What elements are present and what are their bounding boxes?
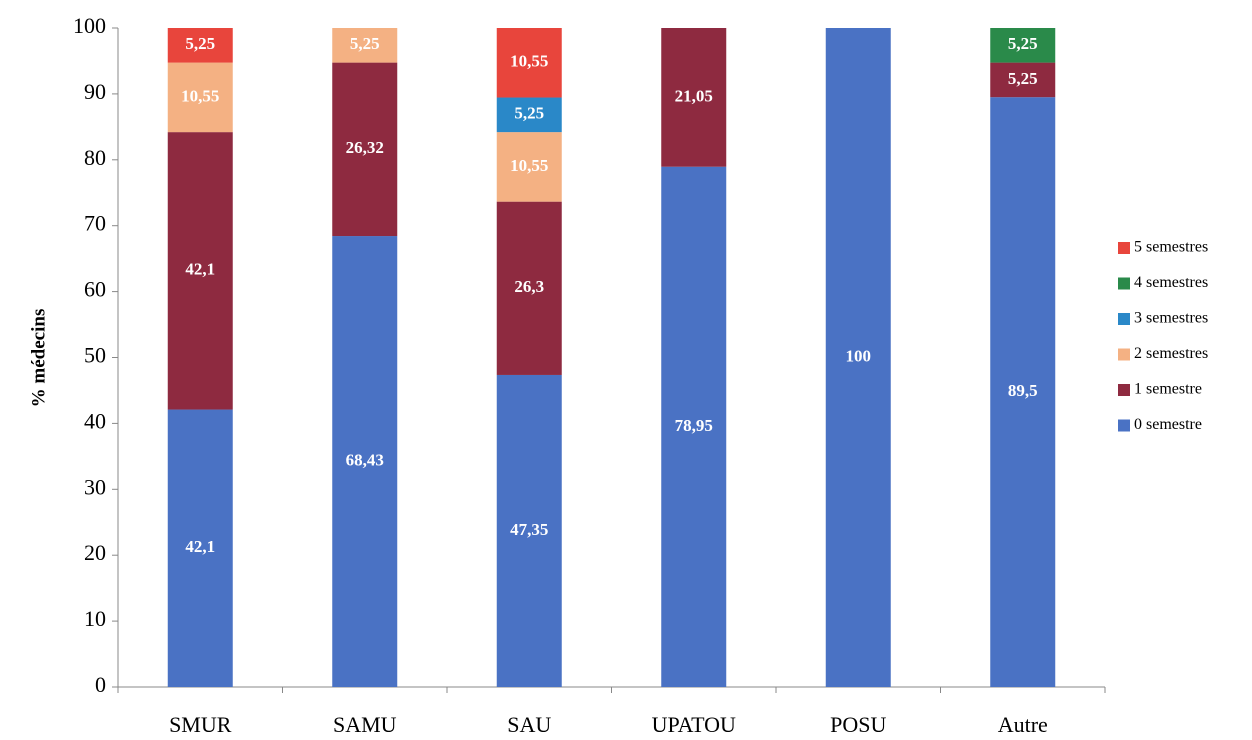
bar-segment — [167, 28, 233, 63]
bar-segment — [990, 62, 1056, 98]
bar-segment — [661, 166, 727, 688]
bar-segment — [332, 28, 398, 63]
data-label: 68,43 — [346, 450, 384, 469]
legend-swatch — [1118, 348, 1130, 361]
data-label: 5,25 — [1008, 34, 1038, 53]
y-tick-label: 20 — [84, 540, 106, 565]
data-label: 47,35 — [510, 520, 548, 539]
bar-segment — [990, 28, 1056, 63]
bar-segment — [496, 132, 562, 202]
data-label: 89,5 — [1008, 381, 1038, 400]
bar-segment — [496, 97, 562, 133]
y-tick-label: 90 — [84, 79, 106, 104]
bar-segment — [167, 62, 233, 133]
bar-segment — [661, 28, 727, 167]
bar-segment — [825, 28, 891, 687]
legend-swatch — [1118, 384, 1130, 396]
y-tick-label: 50 — [84, 343, 106, 368]
legend-swatch — [1118, 419, 1130, 432]
y-tick-label: 0 — [95, 672, 106, 697]
legend-label: 2 semestres — [1134, 345, 1208, 362]
bar-segment — [332, 236, 398, 687]
legend-label: 1 semestre — [1134, 381, 1202, 398]
data-label: 10,55 — [181, 86, 219, 105]
data-label: 5,25 — [185, 34, 215, 53]
legend-swatch — [1118, 242, 1130, 254]
y-tick-label: 40 — [84, 408, 106, 433]
bar-segment — [990, 97, 1056, 687]
data-label: 5,25 — [1008, 69, 1038, 88]
x-tick-label: SMUR — [169, 712, 232, 737]
x-tick-label: POSU — [830, 712, 886, 737]
legend-swatch — [1118, 277, 1130, 290]
data-label: 42,1 — [185, 537, 215, 556]
y-axis-label: % médecins — [28, 309, 49, 408]
x-tick-label: SAU — [507, 712, 551, 737]
data-label: 26,32 — [346, 138, 384, 157]
legend-label: 0 semestre — [1134, 416, 1202, 433]
x-tick-label: SAMU — [333, 712, 397, 737]
legend-label: 4 semestres — [1134, 274, 1208, 291]
bar-segment — [332, 62, 398, 237]
bar-segment — [167, 132, 233, 410]
y-tick-label: 60 — [84, 277, 106, 302]
data-label: 10,55 — [510, 52, 548, 71]
y-tick-label: 80 — [84, 145, 106, 170]
data-label: 10,55 — [510, 156, 548, 175]
data-label: 78,95 — [675, 416, 713, 435]
y-tick-label: 70 — [84, 211, 106, 236]
y-tick-label: 30 — [84, 474, 106, 499]
legend-label: 5 semestres — [1134, 239, 1208, 256]
data-label: 26,3 — [514, 277, 544, 296]
data-label: 5,25 — [514, 104, 544, 123]
bar-segment — [496, 28, 562, 98]
bar-segment — [496, 201, 562, 375]
x-tick-label: UPATOU — [652, 712, 736, 737]
y-tick-label: 10 — [84, 606, 106, 631]
data-label: 5,25 — [350, 34, 380, 53]
bar-segment — [167, 409, 233, 687]
bar-segment — [496, 374, 562, 687]
data-label: 21,05 — [675, 86, 713, 105]
data-label: 100 — [846, 346, 872, 365]
legend-swatch — [1118, 313, 1130, 325]
y-tick-label: 100 — [73, 13, 106, 38]
legend-label: 3 semestres — [1134, 310, 1208, 327]
x-tick-label: Autre — [998, 712, 1048, 737]
data-label: 42,1 — [185, 260, 215, 279]
